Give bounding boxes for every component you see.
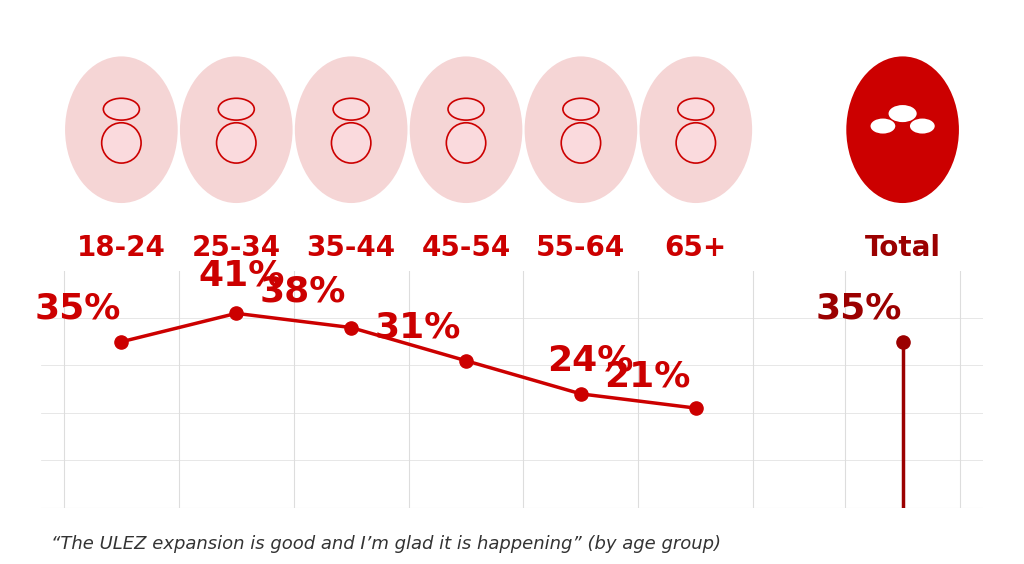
Text: 41%: 41% [199,258,286,292]
Point [894,337,910,346]
Text: 35-44: 35-44 [306,234,395,262]
Point [343,323,359,332]
Point [688,404,705,413]
Point [114,337,130,346]
Text: 18-24: 18-24 [77,234,166,262]
Text: 24%: 24% [547,343,633,377]
Text: “The ULEZ expansion is good and I’m glad it is happening” (by age group): “The ULEZ expansion is good and I’m glad… [51,535,721,553]
Text: 38%: 38% [260,275,346,309]
Text: 45-54: 45-54 [422,234,511,262]
Text: 55-64: 55-64 [537,234,626,262]
Point [228,309,245,318]
Text: 35%: 35% [816,291,902,325]
Text: Total: Total [864,234,941,262]
Text: 65+: 65+ [665,234,727,262]
Point [572,389,589,398]
Text: 35%: 35% [35,291,121,325]
Text: 25-34: 25-34 [191,234,281,262]
Text: 31%: 31% [375,310,461,344]
Point [458,356,474,365]
Text: 21%: 21% [604,360,691,394]
